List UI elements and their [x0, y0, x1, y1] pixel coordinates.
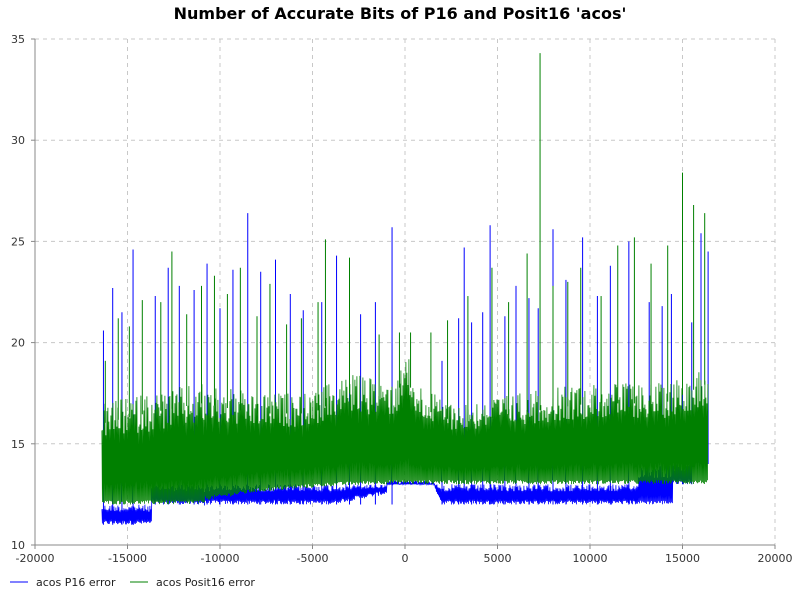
series-posit16 [101, 53, 709, 505]
x-tick-label: -10000 [201, 552, 240, 565]
y-tick-label: 20 [11, 337, 25, 350]
x-tick-label: 20000 [758, 552, 793, 565]
x-axis-ticks: -20000 -15000 -10000 -5000 0 5000 10000 15000 20… [16, 545, 793, 565]
series-layer [101, 53, 709, 525]
x-tick-label: -20000 [16, 552, 55, 565]
y-tick-label: 25 [11, 235, 25, 248]
y-tick-label: 30 [11, 134, 25, 147]
x-tick-label: 5000 [484, 552, 512, 565]
series-line [101, 359, 709, 505]
chart-title: Number of Accurate Bits of P16 and Posit… [173, 4, 627, 23]
y-tick-label: 10 [11, 539, 25, 552]
legend-label-posit16: acos Posit16 error [156, 576, 255, 589]
x-tick-label: 10000 [573, 552, 608, 565]
x-tick-label: 15000 [665, 552, 700, 565]
legend: acos P16 error acos Posit16 error [10, 576, 255, 589]
y-axis-ticks: 10 15 20 25 30 35 [11, 33, 35, 552]
x-tick-label: -5000 [297, 552, 329, 565]
y-tick-label: 15 [11, 438, 25, 451]
y-tick-label: 35 [11, 33, 25, 46]
legend-label-p16: acos P16 error [36, 576, 116, 589]
x-tick-label: 0 [402, 552, 409, 565]
x-tick-label: -15000 [108, 552, 147, 565]
series-line [101, 444, 709, 525]
